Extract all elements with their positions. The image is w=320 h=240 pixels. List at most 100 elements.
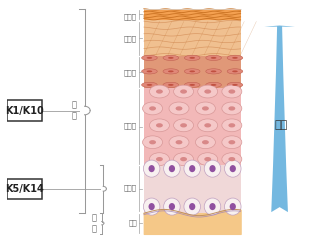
Ellipse shape xyxy=(228,140,235,144)
Ellipse shape xyxy=(232,57,238,59)
Ellipse shape xyxy=(149,85,169,98)
Text: 角質層: 角質層 xyxy=(124,36,137,42)
Ellipse shape xyxy=(198,153,218,166)
Ellipse shape xyxy=(222,102,242,115)
Ellipse shape xyxy=(225,198,241,215)
Ellipse shape xyxy=(228,89,235,94)
Ellipse shape xyxy=(206,55,221,60)
Ellipse shape xyxy=(184,69,200,74)
Ellipse shape xyxy=(169,203,175,210)
Ellipse shape xyxy=(147,84,152,86)
Ellipse shape xyxy=(196,136,215,149)
Text: K5/K14: K5/K14 xyxy=(5,184,44,194)
Ellipse shape xyxy=(232,84,238,86)
Ellipse shape xyxy=(169,165,175,172)
Ellipse shape xyxy=(222,153,242,166)
Ellipse shape xyxy=(163,55,179,60)
Ellipse shape xyxy=(168,84,174,86)
FancyBboxPatch shape xyxy=(7,100,42,121)
Ellipse shape xyxy=(180,157,187,161)
Ellipse shape xyxy=(228,123,235,127)
Ellipse shape xyxy=(227,55,243,60)
Ellipse shape xyxy=(189,70,195,72)
Ellipse shape xyxy=(143,136,163,149)
Ellipse shape xyxy=(142,55,157,60)
Text: 真皮: 真皮 xyxy=(128,219,137,226)
Ellipse shape xyxy=(149,119,169,132)
Ellipse shape xyxy=(168,70,174,72)
Text: 有棘層: 有棘層 xyxy=(124,122,137,129)
Ellipse shape xyxy=(209,165,216,172)
Ellipse shape xyxy=(204,160,221,177)
Ellipse shape xyxy=(180,89,187,94)
Ellipse shape xyxy=(211,70,216,72)
Ellipse shape xyxy=(176,140,182,144)
Ellipse shape xyxy=(227,82,243,88)
Ellipse shape xyxy=(228,106,235,111)
Ellipse shape xyxy=(204,89,211,94)
Ellipse shape xyxy=(184,55,200,60)
Ellipse shape xyxy=(206,69,221,74)
Ellipse shape xyxy=(156,123,163,127)
Text: 表
皮: 表 皮 xyxy=(71,101,76,120)
Ellipse shape xyxy=(164,160,180,177)
Ellipse shape xyxy=(189,203,195,210)
Text: 基底層: 基底層 xyxy=(124,184,137,191)
Ellipse shape xyxy=(196,102,215,115)
Ellipse shape xyxy=(173,119,194,132)
Ellipse shape xyxy=(202,140,209,144)
Ellipse shape xyxy=(142,82,157,88)
Text: 真
皮: 真 皮 xyxy=(92,214,96,233)
Ellipse shape xyxy=(164,198,180,215)
Ellipse shape xyxy=(148,165,155,172)
Ellipse shape xyxy=(176,106,182,111)
Ellipse shape xyxy=(198,85,218,98)
Ellipse shape xyxy=(230,203,236,210)
Ellipse shape xyxy=(149,140,156,144)
Ellipse shape xyxy=(222,85,242,98)
Bar xyxy=(144,8,241,20)
Ellipse shape xyxy=(204,157,211,161)
Ellipse shape xyxy=(156,89,163,94)
Ellipse shape xyxy=(227,69,243,74)
Ellipse shape xyxy=(184,82,200,88)
Ellipse shape xyxy=(149,106,156,111)
Ellipse shape xyxy=(180,123,187,127)
Ellipse shape xyxy=(163,69,179,74)
Ellipse shape xyxy=(189,57,195,59)
Ellipse shape xyxy=(184,160,200,177)
Ellipse shape xyxy=(202,106,209,111)
Ellipse shape xyxy=(147,57,152,59)
Bar xyxy=(144,56,241,88)
Ellipse shape xyxy=(206,82,221,88)
Ellipse shape xyxy=(198,119,218,132)
Ellipse shape xyxy=(149,153,169,166)
Ellipse shape xyxy=(142,69,157,74)
Bar xyxy=(144,88,241,165)
Ellipse shape xyxy=(204,123,211,127)
Ellipse shape xyxy=(169,102,189,115)
Ellipse shape xyxy=(169,136,189,149)
Ellipse shape xyxy=(228,157,235,161)
Ellipse shape xyxy=(189,165,195,172)
Ellipse shape xyxy=(189,84,195,86)
Bar xyxy=(144,212,241,234)
Ellipse shape xyxy=(163,82,179,88)
Ellipse shape xyxy=(222,136,242,149)
Ellipse shape xyxy=(211,57,216,59)
Ellipse shape xyxy=(232,70,238,72)
FancyBboxPatch shape xyxy=(7,179,42,199)
Ellipse shape xyxy=(156,157,163,161)
Ellipse shape xyxy=(222,119,242,132)
Ellipse shape xyxy=(143,198,160,215)
Ellipse shape xyxy=(230,165,236,172)
Ellipse shape xyxy=(148,203,155,210)
Ellipse shape xyxy=(147,70,152,72)
Text: 顆粒層: 顆粒層 xyxy=(124,70,137,76)
Text: 皮脂膜: 皮脂膜 xyxy=(124,13,137,20)
Text: K1/K10: K1/K10 xyxy=(5,106,44,115)
Ellipse shape xyxy=(211,84,216,86)
Ellipse shape xyxy=(173,85,194,98)
Bar xyxy=(144,165,241,212)
Ellipse shape xyxy=(143,160,160,177)
